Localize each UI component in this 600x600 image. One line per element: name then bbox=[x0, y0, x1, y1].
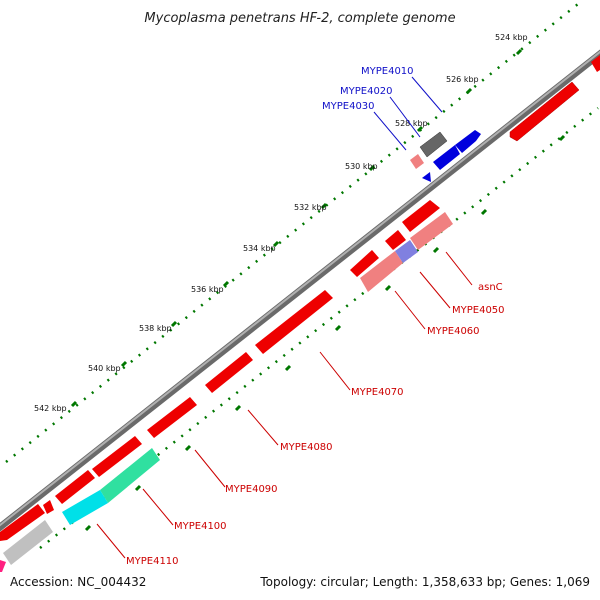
gene-feature[interactable] bbox=[205, 352, 253, 393]
accession-text: Accession: NC_004432 bbox=[10, 575, 146, 589]
tick-label-532: 532 kbp bbox=[294, 203, 327, 212]
gene-label-mype4050[interactable]: MYPE4050 bbox=[452, 305, 505, 316]
gene-feature[interactable] bbox=[147, 397, 197, 438]
gene-feature[interactable] bbox=[509, 81, 580, 142]
gene-feature[interactable] bbox=[43, 500, 54, 514]
gene-feature[interactable] bbox=[255, 290, 333, 354]
gene-feature[interactable] bbox=[92, 436, 142, 477]
gene-feature[interactable] bbox=[100, 448, 160, 503]
gene-feature[interactable] bbox=[455, 130, 481, 153]
outer-tick-ring bbox=[5, 3, 579, 463]
gene-label-mype4080[interactable]: MYPE4080 bbox=[280, 442, 333, 453]
gene-feature[interactable] bbox=[385, 230, 406, 250]
gene-label-mype4090[interactable]: MYPE4090 bbox=[225, 484, 278, 495]
tick-label-540: 540 kbp bbox=[88, 364, 121, 373]
gene-label-asnc[interactable]: asnC bbox=[478, 282, 503, 293]
gene-feature[interactable] bbox=[402, 200, 440, 232]
gene-feature[interactable] bbox=[350, 250, 379, 277]
tick-label-528: 528 kbp bbox=[395, 119, 428, 128]
gene-feature[interactable] bbox=[3, 520, 53, 565]
topology-text: Topology: circular; Length: 1,358,633 bp… bbox=[259, 575, 590, 589]
gene-feature[interactable] bbox=[410, 212, 453, 250]
tick-label-534: 534 kbp bbox=[243, 244, 276, 253]
tick-label-530: 530 kbp bbox=[345, 162, 378, 171]
map-title: Mycoplasma penetrans HF-2, complete geno… bbox=[144, 11, 455, 26]
gene-feature[interactable] bbox=[0, 504, 45, 541]
forward-genes bbox=[0, 55, 600, 541]
gene-feature[interactable] bbox=[62, 490, 108, 525]
gene-feature[interactable] bbox=[591, 55, 600, 72]
tick-label-538: 538 kbp bbox=[139, 324, 172, 333]
gene-feature[interactable] bbox=[360, 251, 403, 292]
gene-feature[interactable] bbox=[395, 240, 418, 263]
label-connectors bbox=[96, 76, 473, 559]
gene-label-mype4060[interactable]: MYPE4060 bbox=[427, 326, 480, 337]
gene-label-mype4110[interactable]: MYPE4110 bbox=[126, 556, 179, 567]
tick-label-536: 536 kbp bbox=[191, 285, 224, 294]
gene-label-mype4020[interactable]: MYPE4020 bbox=[340, 86, 393, 97]
gene-feature[interactable] bbox=[419, 131, 448, 158]
gene-feature[interactable] bbox=[410, 154, 424, 169]
gene-label-mype4010[interactable]: MYPE4010 bbox=[361, 66, 414, 77]
gene-feature[interactable] bbox=[433, 145, 460, 170]
genome-backbone bbox=[0, 49, 600, 532]
tick-label-542: 542 kbp bbox=[34, 404, 67, 413]
gene-label-mype4030[interactable]: MYPE4030 bbox=[322, 101, 375, 112]
major-ticks bbox=[70, 48, 566, 532]
reverse-genes bbox=[0, 145, 460, 572]
gene-feature[interactable] bbox=[422, 172, 431, 182]
gene-feature[interactable] bbox=[0, 560, 6, 572]
tick-label-524: 524 kbp bbox=[495, 33, 528, 42]
gene-label-mype4070[interactable]: MYPE4070 bbox=[351, 387, 404, 398]
gene-feature[interactable] bbox=[55, 470, 95, 504]
gene-label-mype4100[interactable]: MYPE4100 bbox=[174, 521, 227, 532]
tick-label-526: 526 kbp bbox=[446, 75, 479, 84]
